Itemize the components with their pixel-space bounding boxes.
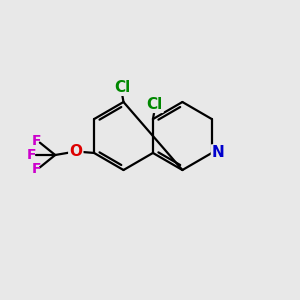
Text: F: F xyxy=(31,134,41,148)
Text: F: F xyxy=(31,161,41,176)
Text: Cl: Cl xyxy=(146,97,163,112)
Text: O: O xyxy=(69,144,82,159)
Text: N: N xyxy=(212,146,225,160)
Text: F: F xyxy=(27,148,36,162)
Text: Cl: Cl xyxy=(114,80,130,95)
